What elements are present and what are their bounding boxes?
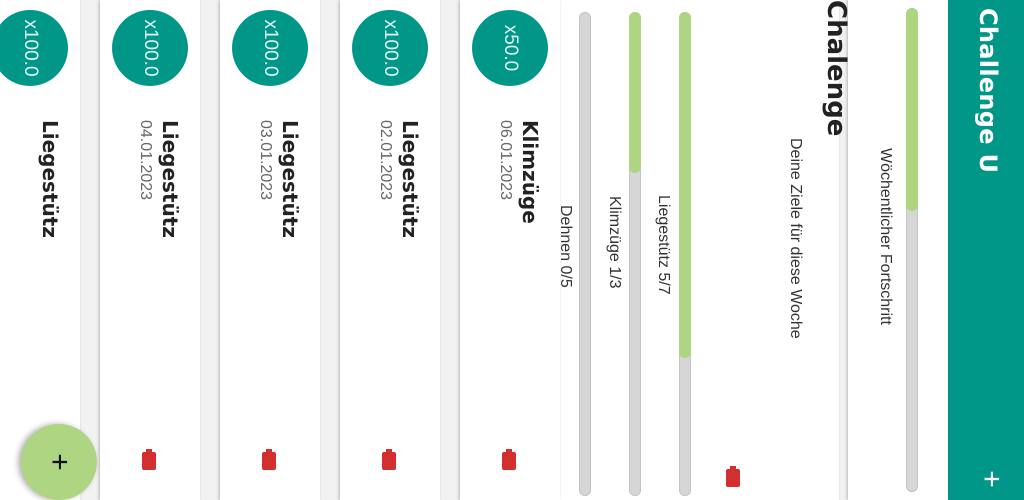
add-entry-button[interactable]: + xyxy=(21,424,97,500)
entry-date: 04.01.2023 xyxy=(137,120,154,201)
delete-goals-icon[interactable] xyxy=(726,469,740,487)
app-bar: Challenge U + xyxy=(948,0,1024,500)
goal-bar-dehnen xyxy=(579,12,591,496)
goal-fill-klimzuege xyxy=(629,12,641,174)
add-icon[interactable]: + xyxy=(975,470,1008,488)
goals-subtitle: Deine Ziele für diese Woche xyxy=(787,138,804,339)
list-item[interactable]: x100.0 Liegestütz 02.01.2023 xyxy=(340,0,440,500)
trash-icon[interactable] xyxy=(142,452,156,470)
weekly-progress-bar xyxy=(906,8,918,492)
entry-name: Klimzüge xyxy=(518,120,542,224)
trash-icon[interactable] xyxy=(262,452,276,470)
trash-icon[interactable] xyxy=(502,452,516,470)
trash-icon[interactable] xyxy=(382,452,396,470)
weekly-progress-label: Wöchentlicher Fortschritt xyxy=(877,148,894,325)
entry-name: Liegestütz xyxy=(398,120,422,238)
count-badge: x100.0 xyxy=(352,10,428,86)
goal-bar-liegestuetz xyxy=(679,12,691,496)
entry-date: 06.01.2023 xyxy=(497,120,514,201)
entry-name: Liegestütz xyxy=(158,120,182,238)
weekly-progress-card: Wöchentlicher Fortschritt xyxy=(848,0,948,500)
entry-name: Liegestütz xyxy=(38,120,62,238)
goal-label-klimzuege: Klimzüge 1/3 xyxy=(606,196,623,289)
goal-label-liegestuetz: Liegestütz 5/7 xyxy=(655,195,672,295)
count-badge: x100.0 xyxy=(0,10,68,86)
count-badge: x100.0 xyxy=(232,10,308,86)
entry-date: 03.01.2023 xyxy=(257,120,274,201)
weekly-progress-fill xyxy=(906,8,918,212)
entry-name: Liegestütz xyxy=(278,120,302,238)
goal-fill-liegestuetz xyxy=(679,12,691,358)
count-badge: x50.0 xyxy=(472,10,548,86)
list-item[interactable]: x100.0 Liegestütz 04.01.2023 xyxy=(100,0,200,500)
app-title: Challenge U xyxy=(974,8,1002,174)
list-item[interactable]: x50.0 Klimzüge 06.01.2023 xyxy=(460,0,560,500)
list-item[interactable]: x100.0 Liegestütz 03.01.2023 xyxy=(220,0,320,500)
goal-bar-klimzuege xyxy=(629,12,641,496)
entry-date: 02.01.2023 xyxy=(377,120,394,201)
count-badge: x100.0 xyxy=(112,10,188,86)
goals-title: Chalenge xyxy=(821,0,851,137)
